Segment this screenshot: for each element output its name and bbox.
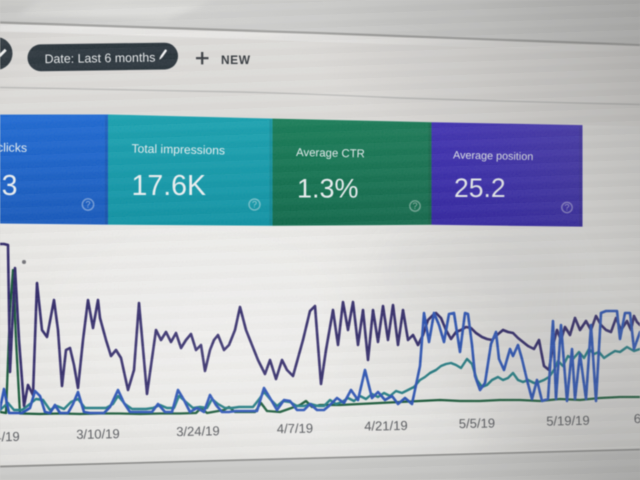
svg-text:3: 3 [2,170,18,202]
svg-text:Date: Last 6 months: Date: Last 6 months [44,51,155,67]
svg-text:17.6K: 17.6K [132,170,206,202]
svg-text:?: ? [564,203,569,213]
svg-text:?: ? [85,200,90,210]
svg-text:Total clicks: Total clicks [0,140,27,155]
svg-text:3/24/19: 3/24/19 [176,423,220,439]
svg-text:2/24/19: 2/24/19 [0,429,20,445]
svg-text:NEW: NEW [221,53,251,67]
svg-text:1.3%: 1.3% [297,174,359,204]
svg-text:4/7/19: 4/7/19 [277,421,313,437]
svg-text:5/19/19: 5/19/19 [546,413,590,429]
svg-text:Average CTR: Average CTR [296,147,365,160]
svg-text:6/2/19: 6/2/19 [634,410,640,426]
svg-text:4/21/19: 4/21/19 [364,418,408,434]
svg-text:?: ? [412,201,417,211]
svg-text:?: ? [252,200,257,210]
svg-text:25.2: 25.2 [454,173,506,203]
svg-text:Average position: Average position [453,150,533,164]
svg-text:5/5/19: 5/5/19 [459,415,495,431]
svg-text:3/10/19: 3/10/19 [76,426,120,442]
svg-text:Total impressions: Total impressions [131,142,225,158]
